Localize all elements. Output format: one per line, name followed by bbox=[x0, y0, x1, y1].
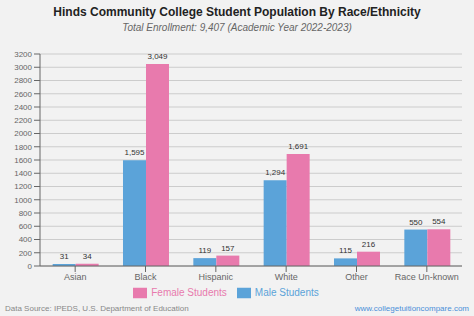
svg-text:554: 554 bbox=[432, 217, 446, 226]
svg-text:115: 115 bbox=[339, 246, 352, 255]
svg-text:119: 119 bbox=[198, 246, 211, 255]
svg-text:Other: Other bbox=[345, 272, 368, 282]
svg-text:Black: Black bbox=[134, 272, 157, 282]
html-text:Hinds Community College Studen: Hinds Community College Student Populati… bbox=[53, 5, 421, 19]
html-text:www.collegetuitioncompare.com: www.collegetuitioncompare.com bbox=[354, 303, 469, 313]
svg-text:White: White bbox=[275, 272, 298, 282]
svg-text:1800: 1800 bbox=[14, 143, 32, 152]
svg-text:Race Un-known: Race Un-known bbox=[395, 272, 459, 282]
svg-text:216: 216 bbox=[362, 240, 376, 249]
svg-text:1,691: 1,691 bbox=[288, 142, 309, 151]
svg-text:2600: 2600 bbox=[14, 90, 32, 99]
svg-text:0: 0 bbox=[28, 262, 33, 271]
svg-text:2200: 2200 bbox=[14, 116, 32, 125]
svg-text:2400: 2400 bbox=[14, 103, 32, 112]
svg-text:1400: 1400 bbox=[14, 169, 32, 178]
svg-text:34: 34 bbox=[83, 252, 92, 261]
svg-text:1,294: 1,294 bbox=[265, 168, 286, 177]
html-text:Total Enrollment: 9,407 (Acade: Total Enrollment: 9,407 (Academic Year 2… bbox=[122, 22, 352, 33]
svg-text:600: 600 bbox=[19, 222, 33, 231]
svg-text:2800: 2800 bbox=[14, 76, 32, 85]
svg-text:1600: 1600 bbox=[14, 156, 32, 165]
svg-text:550: 550 bbox=[409, 218, 423, 227]
svg-text:Asian: Asian bbox=[64, 272, 87, 282]
svg-text:157: 157 bbox=[221, 244, 235, 253]
svg-text:800: 800 bbox=[19, 209, 33, 218]
svg-text:31: 31 bbox=[60, 252, 69, 261]
html-text:Data Source: IPEDS, U.S. Depar: Data Source: IPEDS, U.S. Department of E… bbox=[5, 303, 189, 313]
svg-text:3000: 3000 bbox=[14, 63, 32, 72]
svg-text:1,595: 1,595 bbox=[124, 148, 145, 157]
svg-text:3,049: 3,049 bbox=[147, 52, 168, 61]
svg-text:200: 200 bbox=[19, 249, 33, 258]
svg-text:3200: 3200 bbox=[14, 50, 32, 59]
html-text:Female Students: Female Students bbox=[151, 286, 227, 298]
svg-text:400: 400 bbox=[19, 235, 33, 244]
html-text:Male Students: Male Students bbox=[254, 286, 319, 298]
svg-text:1200: 1200 bbox=[14, 182, 32, 191]
svg-text:Hispanic: Hispanic bbox=[199, 272, 234, 282]
svg-text:2000: 2000 bbox=[14, 129, 32, 138]
svg-text:1000: 1000 bbox=[14, 196, 32, 205]
